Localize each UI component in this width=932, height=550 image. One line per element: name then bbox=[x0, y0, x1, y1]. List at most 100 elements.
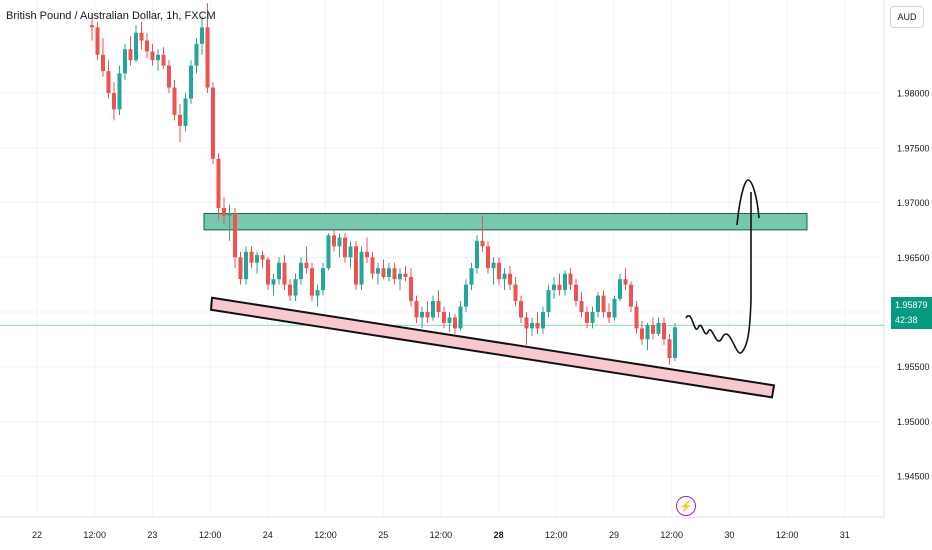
candle-body bbox=[161, 54, 166, 66]
candle-body bbox=[326, 235, 331, 269]
lightning-icon[interactable]: ⚡ bbox=[676, 496, 696, 516]
candle-body bbox=[156, 54, 160, 61]
candle-body bbox=[227, 213, 232, 216]
x-tick-label: 12:00 bbox=[430, 530, 453, 540]
candle-body bbox=[596, 295, 600, 312]
current-price: 1.95879 bbox=[895, 300, 928, 310]
projection-arrowhead bbox=[736, 179, 760, 226]
projection-path bbox=[685, 192, 752, 354]
candle-body bbox=[469, 268, 474, 285]
candle-body bbox=[634, 306, 639, 329]
candle-body bbox=[442, 312, 446, 323]
candle-body bbox=[519, 301, 523, 318]
candle-body bbox=[183, 98, 188, 126]
candle-body bbox=[414, 301, 419, 318]
x-tick-label: 29 bbox=[609, 530, 619, 540]
candle-body bbox=[117, 73, 122, 110]
y-tick-label: 1.97000 bbox=[897, 198, 930, 208]
candle-body bbox=[167, 65, 171, 88]
candle-body bbox=[398, 273, 402, 280]
candle-body bbox=[673, 327, 677, 358]
x-tick-label: 22 bbox=[32, 530, 42, 540]
candle-body bbox=[409, 276, 413, 302]
currency-button[interactable]: AUD bbox=[890, 6, 924, 28]
candle-body bbox=[453, 317, 457, 329]
x-tick-label: 30 bbox=[724, 530, 734, 540]
candle-body bbox=[370, 257, 375, 274]
x-tick-label: 12:00 bbox=[199, 530, 222, 540]
candle-body bbox=[524, 317, 529, 329]
candle-body bbox=[95, 27, 100, 55]
candle-body bbox=[194, 43, 199, 66]
candle-body bbox=[497, 262, 501, 280]
candle-body bbox=[376, 268, 380, 274]
candle-body bbox=[568, 273, 573, 285]
candle-body bbox=[216, 158, 221, 208]
candle-body bbox=[574, 284, 578, 302]
support-trendline bbox=[209, 296, 776, 399]
x-tick-label: 28 bbox=[494, 530, 504, 540]
y-tick-label: 1.94500 bbox=[897, 472, 930, 482]
candle-body bbox=[387, 268, 391, 277]
x-tick-label: 25 bbox=[378, 530, 388, 540]
candle-body bbox=[651, 325, 655, 334]
candle-body bbox=[139, 32, 144, 41]
candle-body bbox=[541, 312, 545, 329]
drawing-layer bbox=[685, 179, 760, 354]
y-tick-label: 1.98000 bbox=[897, 89, 930, 99]
x-tick-label: 24 bbox=[263, 530, 273, 540]
candle-body bbox=[348, 246, 353, 258]
candle-body bbox=[134, 32, 138, 61]
candle-body bbox=[392, 268, 397, 280]
candle-body bbox=[343, 237, 347, 258]
candle-body bbox=[332, 235, 336, 247]
candle-body bbox=[447, 317, 452, 323]
candle-body bbox=[288, 284, 292, 296]
candle-body bbox=[189, 65, 193, 99]
candle-body bbox=[464, 284, 468, 307]
candle-body bbox=[458, 306, 463, 329]
candle-body bbox=[585, 312, 589, 323]
axes: 1.980001.975001.970001.965001.960001.955… bbox=[32, 89, 930, 540]
x-tick-label: 12:00 bbox=[776, 530, 799, 540]
candle-body bbox=[244, 251, 248, 280]
candle-body bbox=[255, 255, 259, 263]
candle-body bbox=[101, 54, 105, 72]
x-tick-label: 12:00 bbox=[545, 530, 568, 540]
candle-body bbox=[656, 322, 661, 334]
candle-body bbox=[123, 49, 127, 74]
candle-body bbox=[618, 279, 622, 299]
candle-body bbox=[359, 251, 364, 285]
candle-body bbox=[546, 290, 551, 312]
x-tick-label: 12:00 bbox=[314, 530, 337, 540]
candle-body bbox=[106, 71, 111, 94]
candle-body bbox=[563, 273, 567, 291]
candle-body bbox=[266, 259, 270, 285]
candle-body bbox=[629, 284, 633, 307]
candle-body bbox=[475, 240, 479, 269]
candle-body bbox=[601, 295, 606, 312]
candle-body bbox=[128, 49, 133, 61]
candle-body bbox=[420, 312, 424, 318]
current-price-badge: 1.95879 42:38 bbox=[891, 297, 932, 329]
candle-body bbox=[590, 312, 595, 323]
candle-body bbox=[607, 312, 611, 318]
candle-body bbox=[90, 25, 94, 28]
candle-body bbox=[145, 40, 149, 52]
x-axis-ticks: 22 12:00 23 12:00 24 12:00 25 12:00 28 12:00 29 12:… bbox=[32, 530, 850, 540]
candle-body bbox=[178, 114, 182, 126]
x-tick-label: 31 bbox=[840, 530, 850, 540]
candle-body bbox=[381, 268, 386, 277]
candle-body bbox=[513, 284, 518, 302]
candle-body bbox=[354, 246, 358, 285]
candle-body bbox=[486, 246, 490, 269]
y-tick-label: 1.95000 bbox=[897, 417, 930, 427]
candle-body bbox=[249, 251, 254, 263]
y-axis-ticks: 1.980001.975001.970001.965001.960001.955… bbox=[897, 89, 930, 482]
candle-body bbox=[205, 27, 210, 88]
candle-body bbox=[172, 87, 177, 115]
candle-body bbox=[645, 325, 650, 340]
candle-body bbox=[150, 51, 155, 61]
candle-body bbox=[299, 262, 303, 280]
